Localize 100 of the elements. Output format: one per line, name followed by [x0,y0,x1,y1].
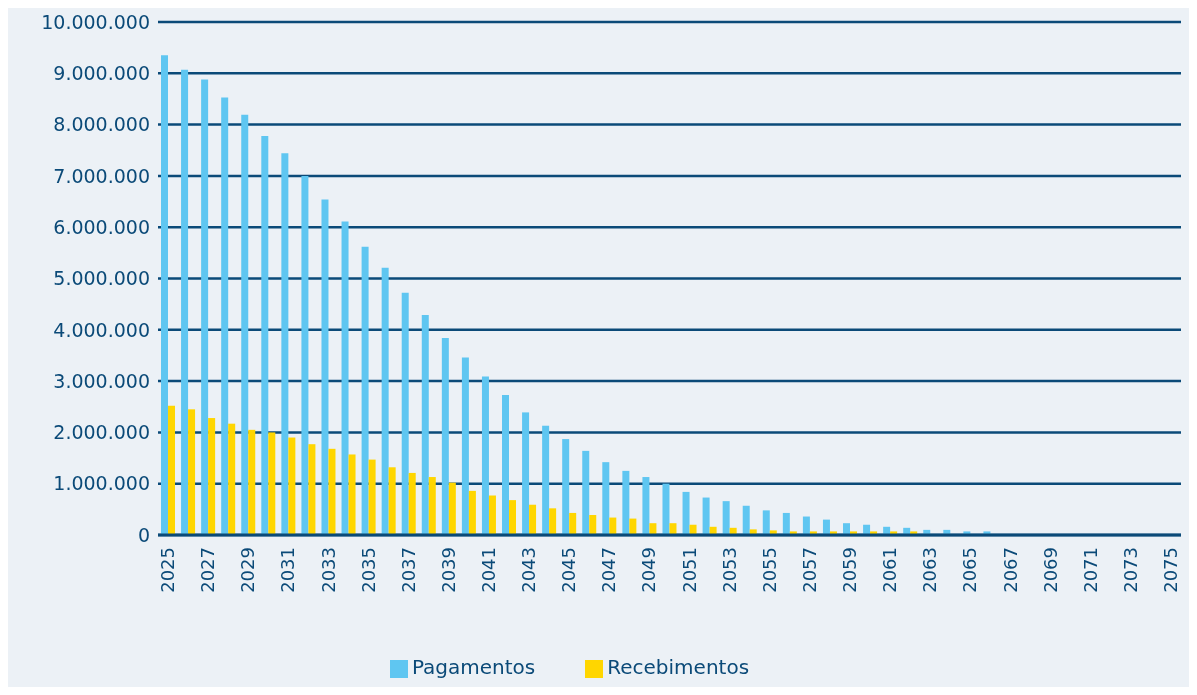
y-tick-label: 4.000.000 [53,318,150,341]
x-tick-label: 2075 [1159,547,1181,593]
x-tick-label: 2071 [1079,547,1101,593]
x-tick-label: 2067 [999,547,1021,593]
bar [328,448,336,535]
bar [361,246,369,535]
x-tick-label: 2045 [558,547,580,593]
bar [642,477,650,535]
bar [488,495,496,535]
x-tick-label: 2063 [919,547,941,593]
bar [288,437,296,535]
x-tick-label: 2073 [1119,547,1141,593]
x-tick-label: 2037 [397,547,419,593]
y-tick-label: 9.000.000 [53,62,150,85]
y-tick-label: 3.000.000 [53,369,150,392]
bar [762,510,770,535]
x-tick-label: 2043 [518,547,540,593]
x-tick-label: 2069 [1039,547,1061,593]
bar [261,135,269,535]
bar [461,357,469,535]
y-tick-label: 8.000.000 [53,113,150,136]
x-tick-label: 2053 [718,547,740,593]
bar [301,175,309,535]
x-tick-label: 2047 [598,547,620,593]
bar [401,292,409,535]
bar [669,523,677,535]
bar [529,504,537,535]
x-tick-label: 2055 [758,547,780,593]
x-tick-label: 2049 [638,547,660,593]
bar [161,55,169,535]
bar [682,491,690,535]
bar [281,153,289,535]
bar [421,314,429,535]
y-tick-label: 7.000.000 [53,164,150,187]
x-tick-label: 2033 [317,547,339,593]
bar [468,490,476,535]
y-tick-label: 10.000.000 [41,10,150,33]
bar [722,501,730,535]
x-tick-label: 2039 [437,547,459,593]
bar [248,429,256,535]
bar [241,114,249,535]
bar [609,517,617,535]
x-tick-label: 2035 [357,547,379,593]
x-tick-label: 2061 [879,547,901,593]
legend-label: Recebimentos [607,655,750,679]
bar [428,477,436,535]
bar [441,338,449,535]
bar [569,512,577,535]
bar [408,472,416,535]
bar [562,439,570,535]
bar [602,462,610,535]
bar [308,444,316,535]
y-tick-label: 0 [137,523,150,546]
bar [509,500,517,535]
bar [629,518,637,535]
bar [388,467,396,535]
bar [321,199,329,535]
bar [802,516,810,535]
legend-label: Pagamentos [411,655,536,679]
y-tick-label: 2.000.000 [53,421,150,444]
bar [622,470,630,535]
x-tick-label: 2057 [798,547,820,593]
bar [782,512,790,535]
bar [381,267,389,535]
bar [822,519,830,535]
bar [181,69,189,535]
bar [481,376,489,535]
bar [341,221,349,535]
x-tick-label: 2029 [237,547,259,593]
bar [168,405,176,535]
bar [368,459,376,535]
bar [549,508,557,535]
x-tick-label: 2025 [157,547,179,593]
bar [348,454,356,535]
x-tick-label: 2065 [959,547,981,593]
bar [522,412,530,535]
bar [662,483,670,535]
bar [702,497,710,535]
bar [201,79,209,535]
bar [649,523,657,535]
y-tick-label: 6.000.000 [53,215,150,238]
bar [589,514,597,535]
bar [582,450,590,535]
bar [228,423,236,535]
bar [542,425,550,535]
y-tick-label: 1.000.000 [53,472,150,495]
bar [221,97,229,535]
bar [188,409,196,535]
bar [843,523,851,535]
x-tick-label: 2031 [277,547,299,593]
bar [448,482,456,535]
bar [208,418,216,535]
bar [742,505,750,535]
x-tick-label: 2051 [678,547,700,593]
bar [268,432,276,535]
bar [502,394,510,535]
x-tick-label: 2041 [477,547,499,593]
x-tick-label: 2059 [839,547,861,593]
x-tick-label: 2027 [197,547,219,593]
y-tick-label: 5.000.000 [53,267,150,290]
